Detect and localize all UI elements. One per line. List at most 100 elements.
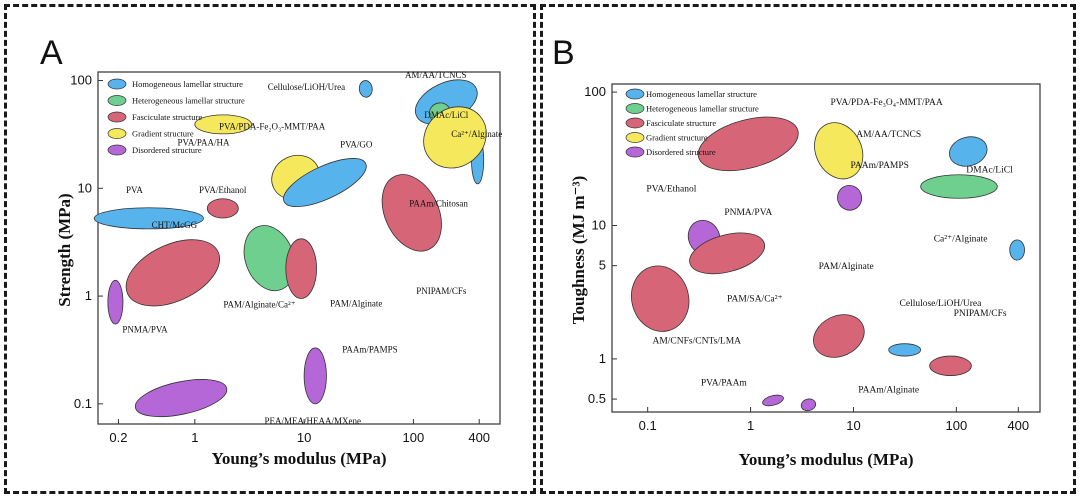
label-b-pva-paam: PVA/PAAm — [701, 379, 748, 389]
legend-swatch-a-disordered — [107, 144, 127, 156]
region-b-am-cnfs-cnts-lma — [631, 265, 690, 332]
label-a-pva-ethanol: PVA/Ethanol — [199, 185, 247, 195]
y-axis-title-a: Strength (MPa) — [55, 193, 74, 306]
legend-label-b-homogeneous: Homogeneous lamellar structure — [646, 89, 757, 99]
plot-area-b — [611, 83, 1041, 413]
y-tick-label-b: 5 — [599, 258, 606, 273]
legend-swatch-b-homogeneous — [625, 88, 645, 100]
label-a-pea-mea-heaa-mxene: PEA/MEA/HEAA/MXene — [265, 416, 362, 426]
label-b-pva-ethanol: PVA/Ethanol — [646, 184, 696, 194]
legend-label-a-heterogeneous: Heterogeneous lamellar structure — [132, 96, 245, 106]
x-tick-label-a: 10 — [297, 430, 311, 445]
x-axis-title-a: Young’s modulus (MPa) — [211, 449, 386, 468]
legend-label-a-gradient: Gradient structure — [132, 129, 194, 139]
legend-label-b-heterogeneous: Heterogeneous lamellar structure — [646, 104, 759, 114]
region-b-cellulose-lioh-urea — [888, 343, 922, 357]
x-tick-label-a: 1 — [191, 430, 198, 445]
legend-label-b-fasciculate: Fasciculate structure — [646, 118, 716, 128]
label-b-pva-pda-fe-o-mmt-paa: PVA/PDA-Fe₃O₄-MMT/PAA — [831, 98, 943, 108]
y-axis-title-b: Toughness (MJ m⁻³) — [569, 176, 588, 325]
label-a-paam-pamps: PAAm/PAMPS — [342, 344, 397, 354]
legend-label-a-fasciculate: Fasciculate structure — [132, 112, 202, 122]
legend-label-b-gradient: Gradient structure — [646, 133, 708, 143]
label-a-cellulose-lioh-urea: Cellulose/LiOH/Urea — [268, 82, 345, 92]
legend-swatch-a-heterogeneous — [107, 95, 127, 106]
x-tick-label-b: 1 — [747, 418, 754, 433]
region-a-paam-chitosan — [423, 106, 487, 169]
region-b-pva-paam — [762, 394, 784, 407]
y-tick-label-b: 100 — [584, 84, 606, 99]
x-tick-label-a: 0.2 — [109, 430, 127, 445]
x-tick-label-b: 100 — [946, 418, 968, 433]
region-b-pva-pda-fe-o-mmt-paa — [814, 122, 864, 180]
label-b-pnipam-cfs: PNIPAM/CFs — [954, 309, 1007, 319]
legend-label-a-homogeneous: Homogeneous lamellar structure — [132, 79, 243, 89]
region-b-pva-ethanol — [697, 116, 799, 172]
panel-b-frame — [540, 4, 1076, 494]
legend-label-b-disordered: Disordered structure — [646, 147, 716, 157]
region-a-pam-alginate — [285, 238, 317, 299]
label-b-paam-alginate: PAAm/Alginate — [858, 386, 919, 396]
label-a-pnma-pva: PNMA/PVA — [122, 324, 168, 334]
label-b-cellulose-lioh-urea: Cellulose/LiOH/Urea — [900, 299, 983, 309]
label-a-pva-pda-fe-o-mmt-paa: PVA/PDA-Fe₂O₃-MMT/PAA — [219, 122, 326, 132]
label-a-pam-alginate: PAM/Alginate — [330, 299, 382, 309]
x-tick-label-a: 100 — [403, 430, 425, 445]
y-tick-label-b: 1 — [599, 351, 606, 366]
label-b-dmac-licl: DMAc/LiCl — [966, 165, 1013, 175]
region-a-cht-mcgg — [125, 239, 220, 307]
region-b-pnipam-cfs — [929, 355, 972, 376]
region-a-paam-chitosan-fasciculate — [381, 174, 442, 252]
panel-a-frame — [4, 4, 536, 494]
label-b-ca-alginate: Ca²⁺/Alginate — [934, 234, 988, 244]
label-a-pam-alginate-ca: PAM/Alginate/Ca²⁺ — [223, 300, 295, 310]
label-a-paam-chitosan: PAAm/Chitosan — [409, 198, 468, 208]
panel-b-letter: B — [552, 34, 575, 72]
region-b-pam-alginate — [813, 314, 865, 358]
region-a-paam-pamps — [303, 347, 327, 405]
label-b-pam-sa-ca: PAM/SA/Ca²⁺ — [727, 294, 783, 304]
label-a-ca-alginate: Ca²⁺/Alginate — [451, 129, 502, 139]
x-tick-label-b: 400 — [1007, 418, 1029, 433]
region-a-pea-mea-heaa-mxene — [134, 379, 228, 418]
label-b-paam-pamps: PAAm/PAMPS — [851, 161, 909, 171]
label-b-am-cnfs-cnts-lma: AM/CNFs/CNTs/LMA — [652, 337, 741, 347]
label-a-dmac-licl: DMAc/LiCl — [424, 110, 468, 120]
label-a-am-aa-tcncs: AM/AA/TCNCS — [405, 70, 467, 80]
label-b-am-aa-tcncs: AM/AA/TCNCS — [856, 130, 921, 140]
x-tick-label-b: 10 — [846, 418, 860, 433]
legend-swatch-b-fasciculate — [625, 117, 645, 129]
legend-swatch-b-disordered — [625, 146, 645, 158]
region-a-cellulose-lioh-urea — [358, 80, 373, 98]
x-axis-title-b: Young’s modulus (MPa) — [738, 450, 913, 469]
legend-swatch-a-fasciculate — [107, 111, 127, 123]
y-tick-label-a: 100 — [70, 73, 92, 88]
x-tick-label-a: 400 — [468, 430, 490, 445]
y-tick-label-b: 10 — [592, 218, 606, 233]
legend-swatch-b-gradient — [625, 132, 645, 143]
label-b-pam-alginate: PAM/Alginate — [819, 262, 874, 272]
region-a-pnma-pva — [107, 279, 124, 325]
legend-swatch-a-gradient — [107, 128, 127, 139]
region-b-pam-sa-ca — [689, 232, 766, 275]
legend-swatch-a-homogeneous — [107, 78, 127, 90]
label-a-pva: PVA — [126, 185, 143, 195]
y-tick-label-b: 0.5 — [588, 391, 606, 406]
panel-a-letter: A — [40, 34, 63, 72]
region-a-pva-paa-ha — [194, 114, 252, 135]
region-b-am-aa-tcncs — [948, 136, 988, 167]
y-tick-label-a: 0.1 — [74, 396, 92, 411]
label-a-pva-paa-ha: PVA/PAA/HA — [177, 137, 230, 147]
region-b-paam-alginate — [800, 398, 817, 412]
region-a-pva-ethanol — [206, 198, 239, 219]
region-b-paam-pamps — [837, 184, 863, 211]
x-tick-label-b: 0.1 — [639, 418, 657, 433]
region-b-dmac-licl — [920, 174, 998, 199]
plot-area-a — [97, 71, 501, 425]
legend-label-a-disordered: Disordered structure — [132, 145, 202, 155]
label-a-cht-mcgg: CHT/McGG — [152, 220, 198, 230]
y-tick-label-a: 1 — [85, 288, 92, 303]
region-a-pva-go — [283, 158, 367, 207]
